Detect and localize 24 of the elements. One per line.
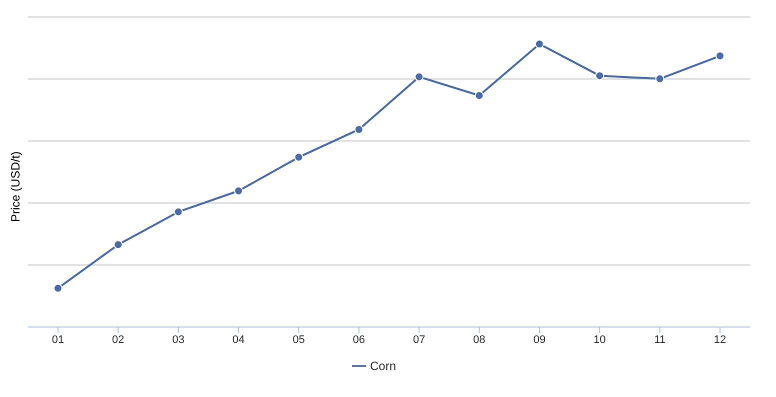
x-tick-label: 09	[533, 334, 546, 346]
point	[174, 207, 183, 216]
point	[655, 74, 664, 84]
x-tick-label: 11	[654, 334, 666, 346]
point	[414, 72, 424, 82]
point	[114, 240, 123, 250]
x-tick-label: 01	[52, 334, 64, 346]
x-tick-label: 04	[232, 334, 245, 346]
x-tick-label: 05	[292, 334, 305, 346]
point	[595, 71, 604, 80]
point	[716, 51, 724, 60]
y-axis-title: Price (USD/t)	[8, 151, 22, 222]
x-tick-label: 03	[172, 334, 184, 346]
x-tick-label: 08	[473, 334, 486, 346]
x-tick-label: 06	[352, 334, 366, 346]
x-tick-label: 10	[594, 334, 606, 346]
x-tick-label: 12	[714, 334, 726, 346]
point	[294, 152, 304, 162]
point	[234, 186, 244, 196]
x-tick-label: 07	[412, 334, 426, 346]
x-tick-label: 02	[112, 334, 124, 346]
point	[534, 40, 544, 48]
legend-label: Corn	[370, 359, 396, 373]
point	[54, 284, 62, 293]
